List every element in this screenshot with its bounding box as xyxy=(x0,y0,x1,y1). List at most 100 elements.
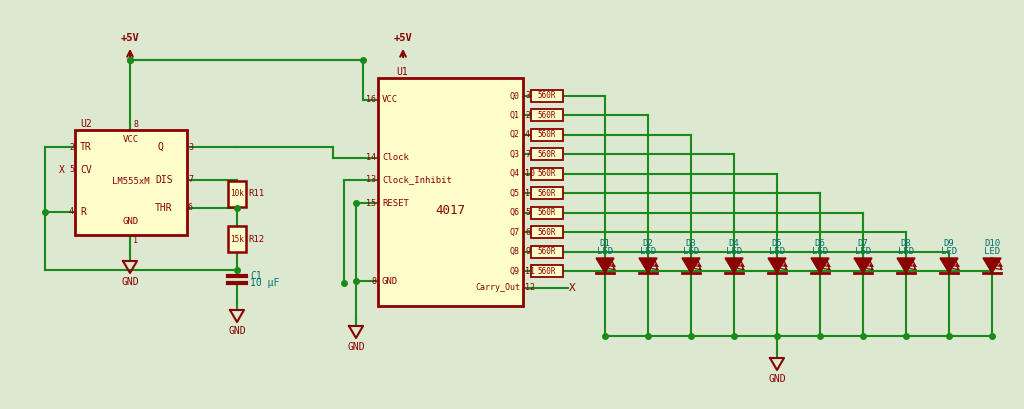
Bar xyxy=(531,90,563,102)
Bar xyxy=(531,207,563,219)
Text: U2: U2 xyxy=(80,119,92,129)
Text: Carry_Out: Carry_Out xyxy=(475,283,520,292)
Text: 4: 4 xyxy=(69,207,74,216)
Bar xyxy=(531,110,563,121)
Polygon shape xyxy=(596,258,614,273)
Text: 15: 15 xyxy=(366,198,376,207)
Text: Q2: Q2 xyxy=(510,130,520,139)
Bar xyxy=(531,168,563,180)
Bar xyxy=(531,245,563,258)
Bar xyxy=(75,130,187,235)
Text: 4: 4 xyxy=(525,130,530,139)
Text: 2: 2 xyxy=(69,142,74,151)
Polygon shape xyxy=(854,258,872,273)
Text: Q3: Q3 xyxy=(510,150,520,159)
Text: LED: LED xyxy=(640,247,656,256)
Text: 2: 2 xyxy=(525,111,530,120)
Text: LM555xM: LM555xM xyxy=(113,178,150,187)
Text: X: X xyxy=(569,283,575,293)
Bar xyxy=(531,265,563,277)
Text: 560R: 560R xyxy=(538,208,556,217)
Bar xyxy=(228,226,246,252)
Text: GND: GND xyxy=(347,342,365,352)
Text: 12: 12 xyxy=(525,283,535,292)
Text: D9: D9 xyxy=(944,240,954,249)
Text: D4: D4 xyxy=(729,240,739,249)
Text: D2: D2 xyxy=(643,240,653,249)
Text: RESET: RESET xyxy=(382,198,409,207)
Text: GND: GND xyxy=(228,326,246,336)
Text: 560R: 560R xyxy=(538,130,556,139)
Text: VCC: VCC xyxy=(382,95,398,105)
Text: GND: GND xyxy=(768,374,785,384)
Text: Q: Q xyxy=(157,142,163,152)
Text: VCC: VCC xyxy=(123,135,139,144)
Text: 8: 8 xyxy=(133,120,138,129)
Text: TR: TR xyxy=(80,142,92,152)
Text: 560R: 560R xyxy=(538,169,556,178)
Text: 560R: 560R xyxy=(538,111,556,120)
Text: 10 μF: 10 μF xyxy=(250,278,280,288)
Text: 15k: 15k xyxy=(230,234,244,243)
Polygon shape xyxy=(639,258,657,273)
Text: LED: LED xyxy=(726,247,742,256)
Bar xyxy=(531,187,563,199)
Text: Q6: Q6 xyxy=(510,208,520,217)
Text: X: X xyxy=(59,165,65,175)
Text: 10k: 10k xyxy=(230,189,244,198)
Text: 3: 3 xyxy=(188,142,193,151)
Text: D10: D10 xyxy=(984,240,1000,249)
Text: Q1: Q1 xyxy=(510,111,520,120)
Text: LED: LED xyxy=(812,247,828,256)
Polygon shape xyxy=(768,258,786,273)
Text: LED: LED xyxy=(941,247,957,256)
Polygon shape xyxy=(983,258,1001,273)
Text: 16: 16 xyxy=(366,95,376,105)
Text: LED: LED xyxy=(769,247,785,256)
Text: CV: CV xyxy=(80,165,92,175)
Text: D5: D5 xyxy=(772,240,782,249)
Text: 6: 6 xyxy=(188,204,193,213)
Text: D7: D7 xyxy=(858,240,868,249)
Text: Clock: Clock xyxy=(382,153,409,162)
Text: D8: D8 xyxy=(901,240,911,249)
Text: GND: GND xyxy=(121,277,139,287)
Text: R12: R12 xyxy=(248,234,264,243)
Text: +5V: +5V xyxy=(393,33,413,43)
Bar xyxy=(531,129,563,141)
Text: 560R: 560R xyxy=(538,267,556,276)
Text: DIS: DIS xyxy=(155,175,173,185)
Bar xyxy=(228,181,246,207)
Text: GND: GND xyxy=(382,276,398,285)
Text: 4017: 4017 xyxy=(435,204,465,216)
Text: 5: 5 xyxy=(69,166,74,175)
Text: Q9: Q9 xyxy=(510,267,520,276)
Text: Q0: Q0 xyxy=(510,92,520,101)
Text: LED: LED xyxy=(597,247,613,256)
Text: 560R: 560R xyxy=(538,189,556,198)
Text: U1: U1 xyxy=(396,67,408,77)
Text: 5: 5 xyxy=(525,208,530,217)
Text: 14: 14 xyxy=(366,153,376,162)
Text: LED: LED xyxy=(984,247,1000,256)
Text: 1: 1 xyxy=(133,236,138,245)
Text: 560R: 560R xyxy=(538,92,556,101)
Text: R11: R11 xyxy=(248,189,264,198)
Polygon shape xyxy=(725,258,743,273)
Text: Q4: Q4 xyxy=(510,169,520,178)
Text: 6: 6 xyxy=(525,228,530,237)
Text: 8: 8 xyxy=(371,276,376,285)
Text: LED: LED xyxy=(855,247,871,256)
Text: 1: 1 xyxy=(525,189,530,198)
Text: 7: 7 xyxy=(525,150,530,159)
Text: D1: D1 xyxy=(600,240,610,249)
Polygon shape xyxy=(811,258,829,273)
Text: +5V: +5V xyxy=(121,33,139,43)
Text: Clock_Inhibit: Clock_Inhibit xyxy=(382,175,452,184)
Text: 7: 7 xyxy=(188,175,193,184)
Text: Q7: Q7 xyxy=(510,228,520,237)
Text: GND: GND xyxy=(123,218,139,227)
Text: THR: THR xyxy=(155,203,173,213)
Text: 560R: 560R xyxy=(538,228,556,237)
Bar xyxy=(531,226,563,238)
